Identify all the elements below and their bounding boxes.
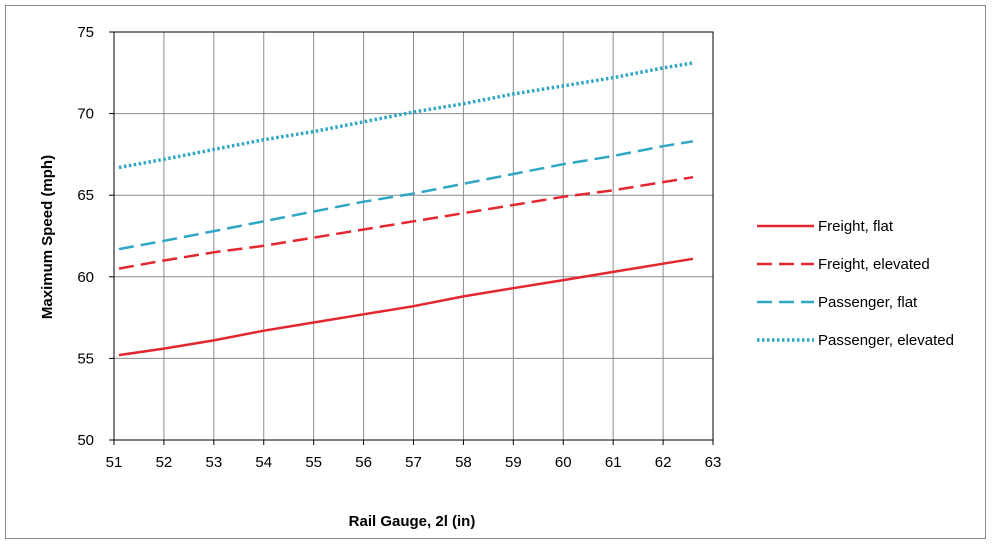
- x-axis-title: Rail Gauge, 2l (in): [349, 513, 476, 530]
- legend-label-2: Freight, elevated: [818, 256, 930, 273]
- axes: [109, 31, 714, 445]
- x-tick-label: 57: [405, 454, 422, 471]
- y-tick-label: 65: [77, 187, 94, 204]
- series-layer: [118, 61, 694, 357]
- legend-label-4: Passenger, elevated: [818, 332, 954, 349]
- y-tick-label: 75: [77, 24, 94, 41]
- x-tick-label: 51: [106, 454, 123, 471]
- x-tick-label: 52: [156, 454, 173, 471]
- legend-label-3: Passenger, flat: [818, 294, 918, 311]
- y-axis-title: Maximum Speed (mph): [39, 155, 56, 319]
- x-tick-label: 60: [555, 454, 572, 471]
- y-tick-label: 50: [77, 432, 94, 449]
- grid-lines: [114, 32, 713, 440]
- series-line-3: [118, 140, 694, 251]
- series-line-4: [118, 61, 694, 170]
- x-tick-label: 55: [305, 454, 322, 471]
- legend: Freight, flat Freight, elevated Passenger,…: [757, 218, 954, 349]
- x-tick-label: 63: [705, 454, 722, 471]
- tick-labels: 51 52 53 54 55 56 57 58 59 60 61 62 63 50 55 60 65 70 75: [77, 24, 721, 471]
- x-tick-label: 53: [205, 454, 222, 471]
- x-tick-label: 61: [605, 454, 622, 471]
- x-tick-label: 58: [455, 454, 472, 471]
- series-line-2: [118, 175, 694, 270]
- x-tick-label: 56: [355, 454, 372, 471]
- x-tick-label: 54: [255, 454, 272, 471]
- y-tick-label: 55: [77, 350, 94, 367]
- y-tick-label: 70: [77, 106, 94, 123]
- x-tick-label: 59: [505, 454, 522, 471]
- legend-label-1: Freight, flat: [818, 218, 894, 235]
- y-tick-label: 60: [77, 269, 94, 286]
- chart-frame: [5, 5, 986, 539]
- series-line-1: [118, 257, 694, 357]
- x-tick-label: 62: [655, 454, 672, 471]
